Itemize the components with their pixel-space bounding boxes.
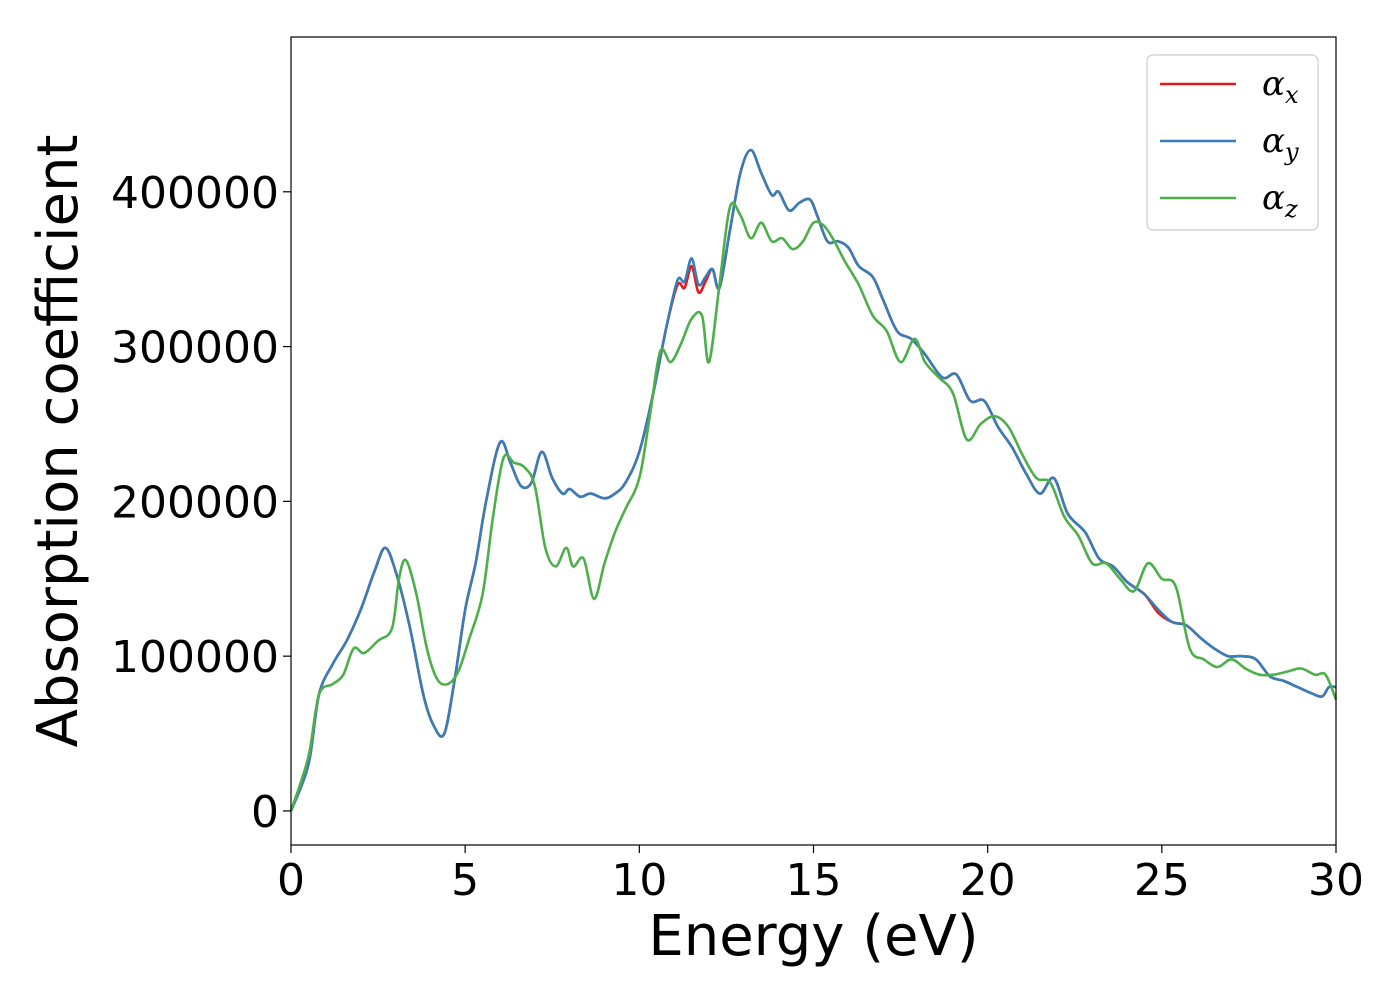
y-tick-label: 300000 bbox=[111, 323, 279, 374]
legend: αx αy αz bbox=[1146, 54, 1319, 231]
x-tick-label: 25 bbox=[1134, 855, 1190, 906]
legend-box bbox=[1146, 54, 1319, 231]
series-line-alpha-y bbox=[289, 148, 1337, 812]
y-tick-label: 0 bbox=[251, 787, 279, 838]
series-line-alpha-z bbox=[289, 201, 1338, 812]
x-tick-label: 20 bbox=[960, 855, 1016, 906]
y-axis: 0 100000 200000 300000 400000 bbox=[111, 168, 291, 838]
y-tick-label: 200000 bbox=[111, 477, 279, 528]
x-tick-label: 15 bbox=[786, 855, 842, 906]
legend-label-alpha-y: αy bbox=[1262, 121, 1299, 166]
x-axis: 0 5 10 15 20 25 30 bbox=[277, 845, 1364, 906]
x-tick-label: 0 bbox=[277, 855, 305, 906]
y-tick-label: 100000 bbox=[111, 632, 279, 683]
legend-label-alpha-x: αx bbox=[1262, 64, 1299, 109]
series-line-alpha-x bbox=[289, 148, 1337, 812]
y-axis-title: Absorption coefficient bbox=[26, 135, 91, 748]
x-tick-label: 10 bbox=[611, 855, 667, 906]
legend-label-alpha-z: αz bbox=[1262, 178, 1298, 223]
series-layer bbox=[289, 148, 1338, 812]
x-tick-label: 30 bbox=[1308, 855, 1364, 906]
y-tick-label: 400000 bbox=[111, 168, 279, 219]
x-axis-title: Energy (eV) bbox=[648, 904, 978, 969]
x-tick-label: 5 bbox=[451, 855, 479, 906]
